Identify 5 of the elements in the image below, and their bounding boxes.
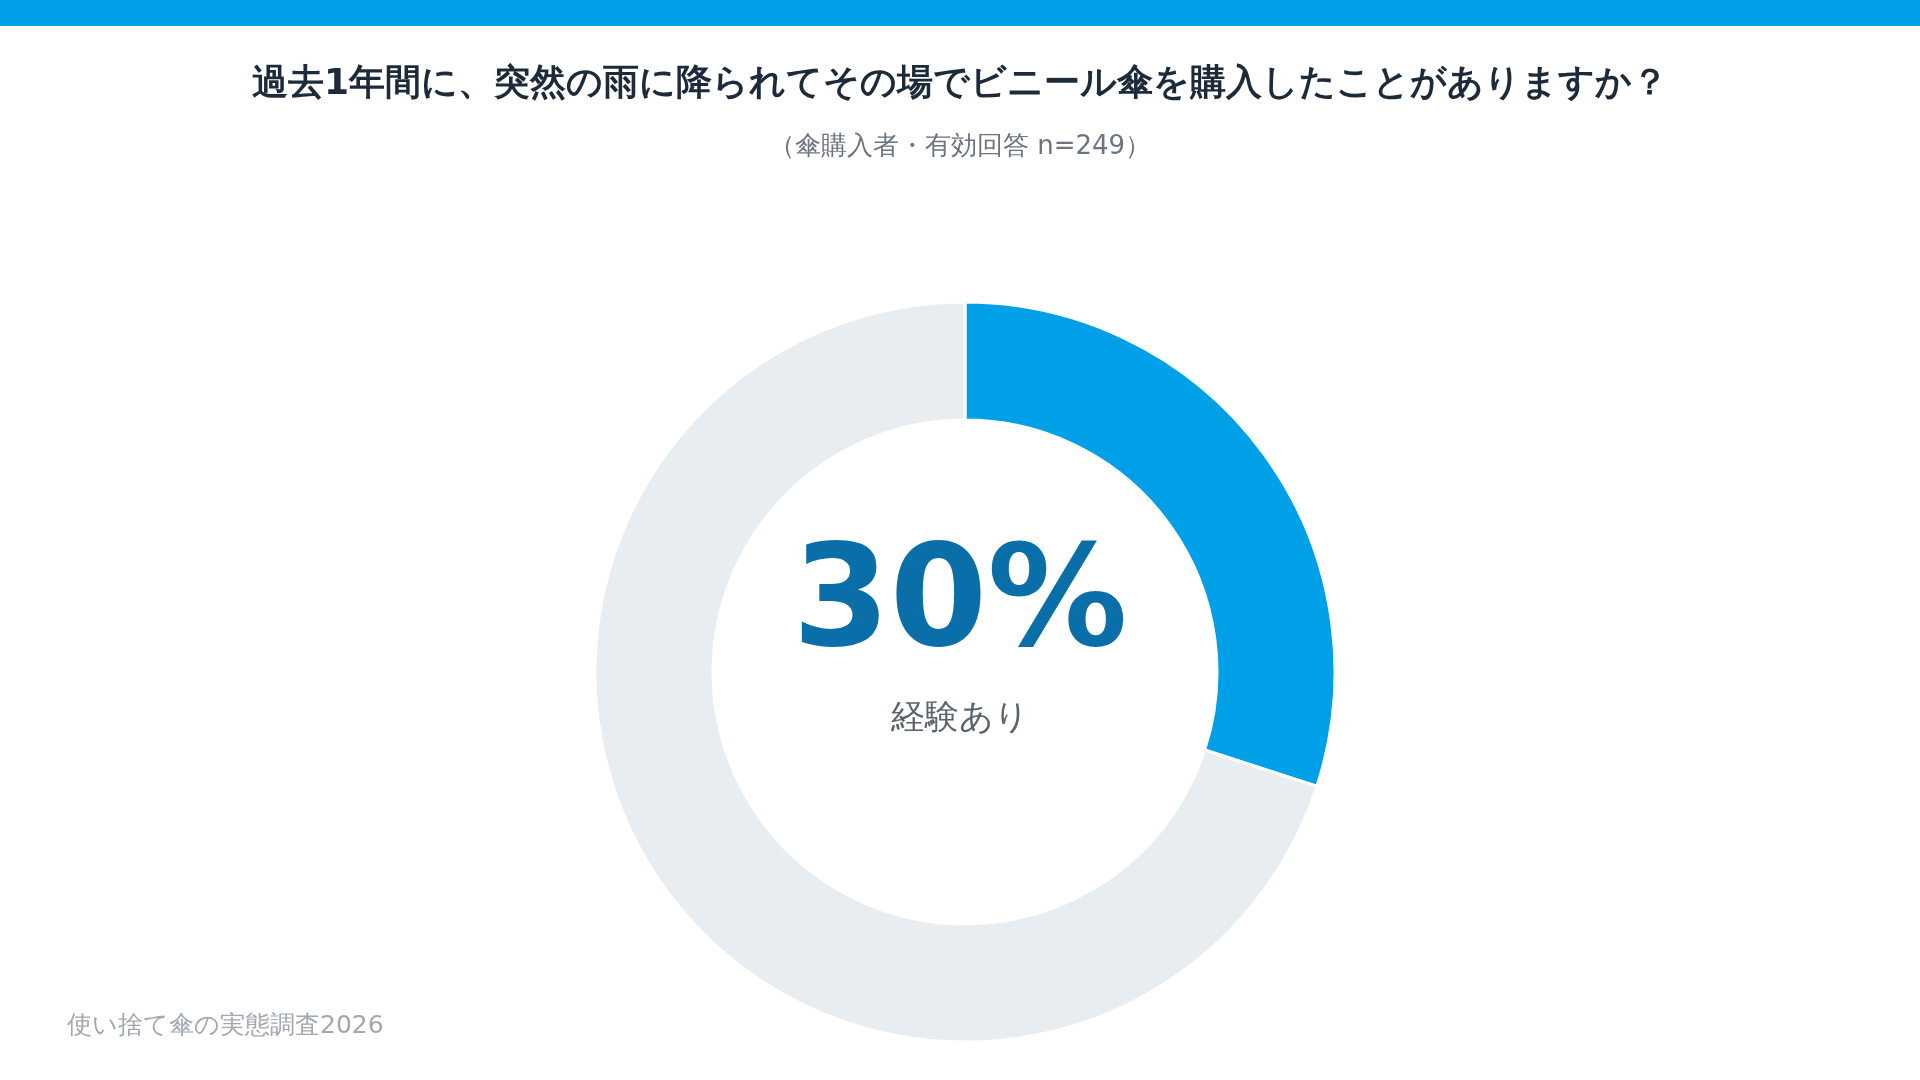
chart-subtitle: （傘購入者・有効回答 n=249） [767, 129, 1153, 162]
slice-label: 経験あり [890, 695, 1030, 738]
text: 使い捨て傘の実態調査2026 [67, 1009, 384, 1041]
chart-title: 過去1年間に、突然の雨に降られてその場でビニール傘を購入したことがありますか？ [250, 60, 1670, 104]
data-label: 30% [791, 515, 1129, 678]
